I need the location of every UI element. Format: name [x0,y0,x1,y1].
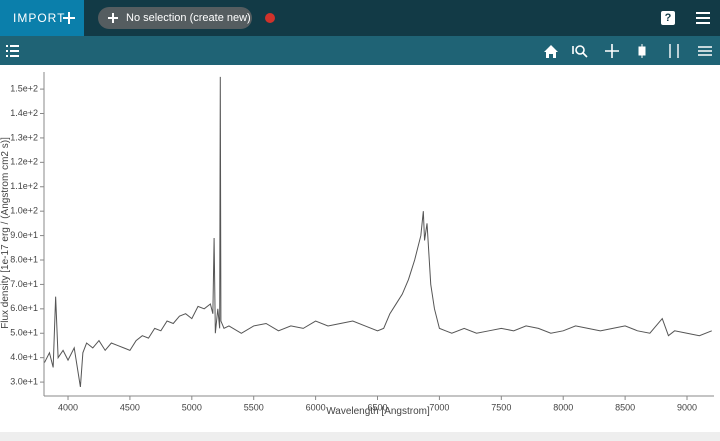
x-tick-label: 7000 [429,402,449,412]
layers-button[interactable] [6,45,19,57]
y-tick-label: 5.0e+1 [10,328,38,338]
y-axis-label: Flux density [1e-17 erg / (Angstrom cm2 … [0,137,11,329]
menu-button[interactable] [696,12,710,24]
y-tick-label: 1.1e+2 [10,181,38,191]
y-tick-label: 3.0e+1 [10,376,38,386]
y-tick-label: 6.0e+1 [10,303,38,313]
top-bar: IMPORT No selection (create new) ? [0,0,720,36]
x-tick-label: 6000 [306,402,326,412]
selection-button[interactable]: No selection (create new) [98,7,252,29]
x-tick-label: 5000 [182,402,202,412]
toolbar [0,36,720,65]
status-dot [265,13,275,23]
y-tick-label: 1.5e+2 [10,83,38,93]
y-tick-label: 7.0e+1 [10,279,38,289]
y-tick-label: 9.0e+1 [10,230,38,240]
toolbar-icons [6,44,712,58]
y-tick-label: 4.0e+1 [10,352,38,362]
x-axis-label: Wavelength [Angstrom] [326,406,430,417]
home-button[interactable] [544,45,558,58]
x-tick-label: 4500 [120,402,140,412]
footer [0,432,720,441]
y-tick-label: 1.3e+2 [10,132,38,142]
plus-icon [63,12,75,24]
plus-icon [108,13,118,23]
x-tick-label: 7500 [491,402,511,412]
x-tick-label: 6500 [367,402,387,412]
import-button[interactable]: IMPORT [0,0,84,36]
y-tick-label: 1.4e+2 [10,108,38,118]
chart: Wavelength [Angstrom] Flux density [1e-1… [0,72,714,417]
y-tick-label: 1.0e+2 [10,206,38,216]
x-tick-label: 4000 [58,402,78,412]
help-button[interactable]: ? [661,11,675,25]
y-tick-label: 8.0e+1 [10,254,38,264]
selection-label: No selection (create new) [126,12,251,24]
y-tick-label: 1.2e+2 [10,157,38,167]
settings-button[interactable] [698,46,712,56]
spectrum-line [44,76,712,388]
x-tick-label: 8500 [615,402,635,412]
import-label: IMPORT [13,11,66,25]
zoom-button[interactable] [572,45,588,58]
x-tick-label: 9000 [677,402,697,412]
select-x-button[interactable] [638,44,646,58]
x-tick-label: 5500 [244,402,264,412]
x-tick-label: 8000 [553,402,573,412]
pan-button[interactable] [605,44,619,58]
range-button[interactable] [669,44,679,58]
